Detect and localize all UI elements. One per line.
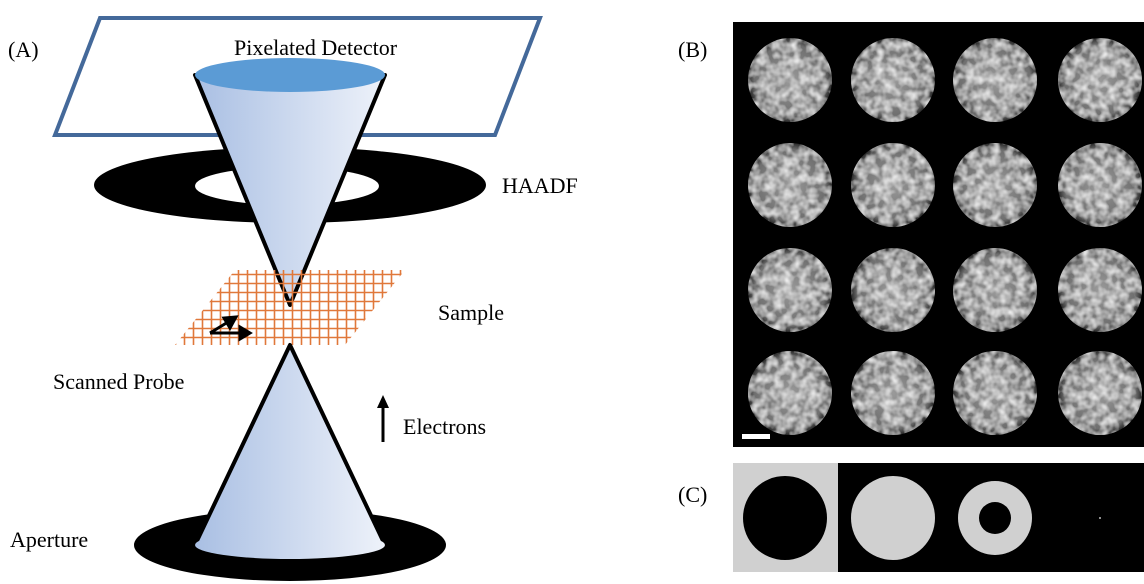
diffraction-disk (851, 143, 935, 227)
detector-plane (52, 16, 543, 137)
diffraction-disk (953, 143, 1037, 227)
diffraction-disk (851, 38, 935, 122)
diffraction-disk (1058, 143, 1142, 227)
sample-label: Sample (438, 300, 504, 325)
lower-cone (193, 343, 387, 547)
mask-bf (743, 476, 827, 560)
panel-label: (A) (8, 37, 39, 62)
electron-arrow (377, 395, 389, 442)
scan-arrows (209, 315, 253, 342)
electrons-label: Electrons (403, 414, 486, 439)
cone-top (195, 58, 385, 92)
mask-point (1099, 517, 1101, 519)
diffraction-disk (851, 248, 935, 332)
diffraction-disk (748, 38, 832, 122)
detector-label: Pixelated Detector (234, 35, 398, 60)
scale-bar (742, 434, 770, 439)
diffraction-disk (953, 38, 1037, 122)
diffraction-disk (1058, 248, 1142, 332)
mask-ring-hole (979, 502, 1011, 534)
diffraction-disk (748, 351, 832, 435)
diffraction-disk (1058, 38, 1142, 122)
cone-base (195, 531, 385, 559)
panel-label: (B) (678, 37, 707, 62)
mask-disk (851, 476, 935, 560)
probe-label: Scanned Probe (53, 369, 184, 394)
diffraction-disk (953, 351, 1037, 435)
aperture-label: Aperture (10, 527, 88, 552)
panel-label: (C) (678, 482, 707, 507)
diffraction-patterns (748, 38, 1142, 435)
sample-grid (175, 270, 405, 345)
diffraction-disk (748, 248, 832, 332)
haadf-label: HAADF (502, 173, 578, 198)
diffraction-disk (953, 248, 1037, 332)
diffraction-disk (1058, 351, 1142, 435)
diffraction-disk (748, 143, 832, 227)
diffraction-disk (851, 351, 935, 435)
